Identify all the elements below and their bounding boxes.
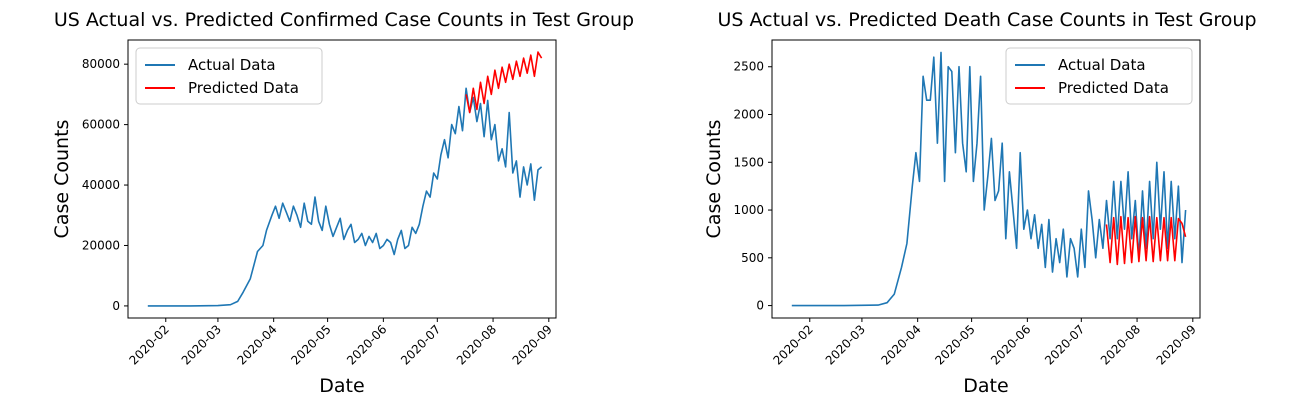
x-tick-label: 2020-08 — [1098, 322, 1143, 367]
y-tick-label: 500 — [741, 251, 764, 265]
plot-frame — [127, 39, 557, 319]
legend-entry: Predicted Data — [188, 79, 299, 97]
legend: Actual Data Predicted Data — [135, 47, 323, 105]
x-tick-label: 2020-03 — [179, 322, 224, 367]
legend-entry: Predicted Data — [1058, 79, 1169, 97]
y-tick-label: 60000 — [82, 118, 120, 132]
legend-entry: Actual Data — [1058, 56, 1146, 74]
chart-2: US Actual vs. Predicted Death Case Count… — [703, 9, 1257, 397]
series-line-predicted-data — [465, 51, 543, 114]
chart-1: US Actual vs. Predicted Confirmed Case C… — [51, 9, 634, 397]
x-tick-label: 2020-06 — [344, 322, 389, 367]
legend: Actual Data Predicted Data — [1005, 47, 1193, 105]
x-tick-label: 2020-06 — [988, 322, 1033, 367]
x-tick-label: 2020-04 — [234, 322, 279, 367]
series-line-actual-data — [791, 51, 1187, 307]
y-tick-label: 0 — [112, 299, 120, 313]
series-line-predicted-data — [1105, 215, 1187, 266]
chart-title: US Actual vs. Predicted Confirmed Case C… — [54, 9, 634, 31]
y-tick-label: 20000 — [82, 238, 120, 252]
y-tick-label: 1000 — [733, 203, 764, 217]
x-tick-label: 2020-03 — [823, 322, 868, 367]
chart-title: US Actual vs. Predicted Death Case Count… — [717, 9, 1256, 31]
x-tick-label: 2020-08 — [454, 322, 499, 367]
x-tick-label: 2020-07 — [398, 322, 443, 367]
x-axis-label: Date — [319, 375, 364, 397]
y-tick-label: 2000 — [733, 108, 764, 122]
x-tick-label: 2020-09 — [1154, 322, 1199, 367]
x-tick-label: 2020-02 — [771, 322, 816, 367]
y-axis-label: Case Counts — [51, 120, 73, 239]
plot-frame — [771, 39, 1201, 319]
x-tick-label: 2020-09 — [510, 322, 555, 367]
y-axis-label: Case Counts — [703, 120, 725, 239]
legend-box — [1005, 47, 1193, 105]
x-tick-label: 2020-04 — [878, 322, 923, 367]
series-line-actual-data — [147, 87, 543, 307]
legend-entry: Actual Data — [188, 56, 276, 74]
y-tick-label: 1500 — [733, 155, 764, 169]
x-tick-label: 2020-07 — [1042, 322, 1087, 367]
legend-box — [135, 47, 323, 105]
y-tick-label: 2500 — [733, 60, 764, 74]
y-tick-label: 40000 — [82, 178, 120, 192]
x-tick-label: 2020-02 — [127, 322, 172, 367]
x-axis-label: Date — [963, 375, 1008, 397]
y-tick-label: 80000 — [82, 57, 120, 71]
y-tick-label: 0 — [756, 299, 764, 313]
x-tick-label: 2020-05 — [288, 322, 333, 367]
x-tick-label: 2020-05 — [932, 322, 977, 367]
